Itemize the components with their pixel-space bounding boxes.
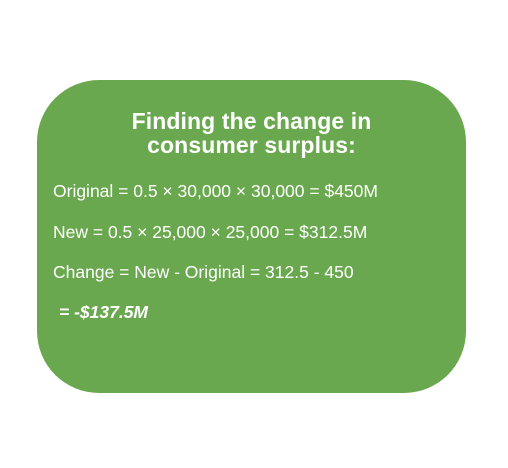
card-title-line-2: consumer surplus: (147, 132, 356, 158)
surplus-card: Finding the change in consumer surplus: … (37, 80, 466, 393)
change-equation: Change = New - Original = 312.5 - 450 (53, 262, 354, 282)
card-title-line-1: Finding the change in (131, 108, 372, 134)
original-surplus-equation: Original = 0.5 × 30,000 × 30,000 = $450M (53, 181, 378, 201)
card-title: Finding the change in consumer surplus: (37, 109, 466, 157)
change-result: = -$137.5M (59, 302, 149, 322)
new-surplus-equation: New = 0.5 × 25,000 × 25,000 = $312.5M (53, 222, 368, 242)
